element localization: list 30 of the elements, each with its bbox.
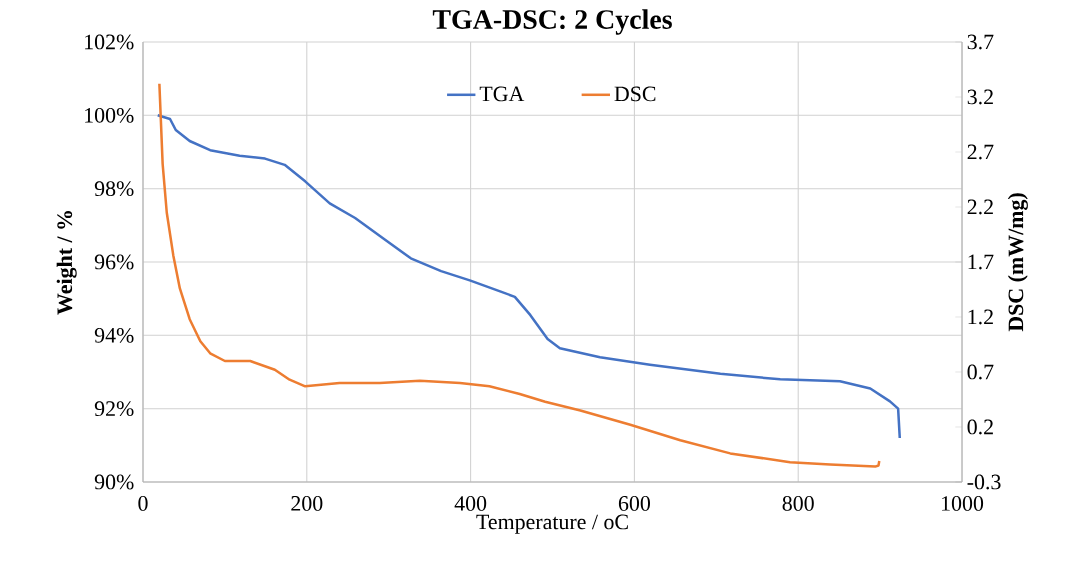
y2-axis-title: DSC (mW/mg) [1007, 193, 1028, 332]
y2-tick-label: 1.2 [968, 309, 993, 325]
x-tick-label: 400 [454, 496, 487, 511]
legend-label: DSC [614, 86, 656, 102]
x-tick-label: 800 [782, 496, 814, 511]
y-tick-label: 94% [94, 327, 134, 343]
y2-tick-label: 1.7 [968, 254, 994, 270]
y-tick-label: 98% [94, 181, 134, 197]
y2-tick-label: 2.7 [967, 144, 994, 160]
y2-tick-label: 3.7 [967, 34, 994, 50]
x-tick-label: 600 [618, 496, 651, 511]
y-tick-label: 102% [85, 34, 134, 50]
x-tick-label: 200 [291, 496, 323, 511]
y2-tick-label: 0.2 [967, 419, 993, 435]
line-series [156, 114, 902, 440]
y-axis-title: Weight / % [56, 211, 77, 315]
y2-tick-label: 3.2 [967, 89, 993, 105]
legend-label: TGA [479, 86, 525, 102]
y2-tick-label: -0.3 [967, 474, 1001, 490]
y2-tick-label: 2.2 [967, 199, 993, 215]
y-tick-label: 100% [85, 107, 134, 123]
y-tick-label: 90% [94, 474, 134, 490]
chart-title: TGA-DSC: 2 Cycles [432, 9, 672, 35]
y-tick-label: 92% [94, 401, 134, 417]
line-series [158, 82, 881, 468]
y-tick-label: 96% [94, 254, 134, 270]
x-axis-title: Temperature / oC [476, 514, 628, 534]
y2-tick-label: 0.7 [967, 364, 994, 380]
x-tick-label: 0 [138, 496, 148, 511]
x-tick-label: 1000 [942, 496, 984, 511]
